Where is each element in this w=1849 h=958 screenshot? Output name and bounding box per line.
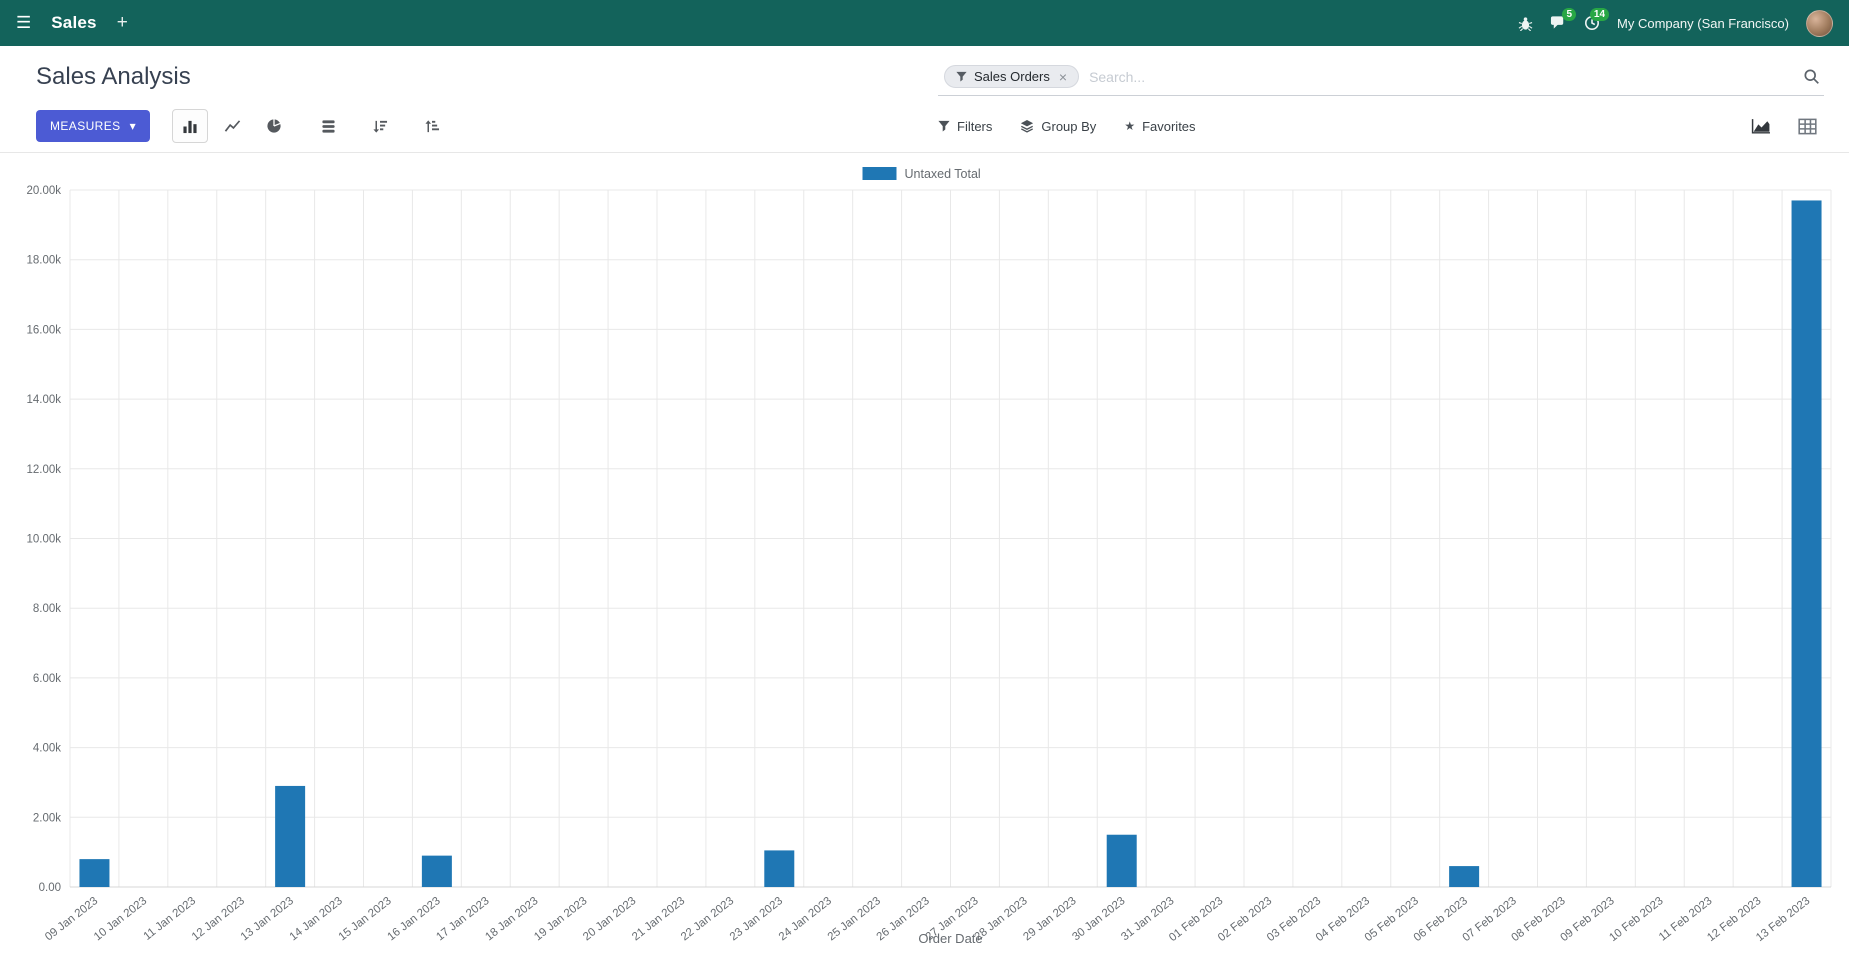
funnel-icon — [938, 120, 950, 133]
line-chart-icon — [224, 119, 240, 132]
x-tick-label: 09 Jan 2023 — [43, 895, 100, 943]
pivot-grid-icon — [1797, 118, 1817, 134]
pivot-view-button[interactable] — [1790, 111, 1824, 141]
messages-badge: 5 — [1562, 8, 1577, 21]
search-input[interactable] — [1089, 68, 1793, 85]
stacked-icon — [321, 119, 335, 133]
caret-down-icon: ▾ — [129, 119, 136, 133]
x-tick-label: 23 Jan 2023 — [728, 895, 785, 943]
x-tick-label: 22 Jan 2023 — [679, 895, 736, 943]
x-axis-title: Order Date — [918, 931, 982, 946]
hamburger-menu-icon[interactable]: ☰ — [16, 13, 32, 32]
y-tick-label: 6.00k — [33, 673, 61, 685]
x-tick-label: 13 Feb 2023 — [1754, 895, 1812, 944]
sales-analysis-chart: 0.00 2.00k 4.00k 6.00k 8.00k 10.00k 12.00k 14.0… — [26, 167, 1832, 946]
pie-chart-icon — [267, 118, 281, 133]
y-tick-label: 12.00k — [26, 464, 61, 476]
x-tick-label: 12 Jan 2023 — [190, 895, 247, 943]
bar-4[interactable] — [275, 785, 306, 887]
layers-icon — [1020, 119, 1034, 133]
star-icon: ★ — [1124, 119, 1136, 133]
x-tick-label: 21 Jan 2023 — [630, 895, 687, 943]
page-title: Sales Analysis — [36, 63, 191, 90]
legend-marker[interactable] — [862, 167, 897, 180]
activities-badge: 14 — [1589, 8, 1610, 21]
facet-label: Sales Orders — [974, 69, 1050, 84]
x-tick-label: 18 Jan 2023 — [483, 895, 540, 943]
chart-type-bar-button[interactable] — [172, 109, 208, 143]
graph-view-button[interactable] — [1744, 111, 1778, 141]
x-tick-label: 15 Jan 2023 — [337, 895, 394, 943]
groupby-label: Group By — [1041, 118, 1097, 134]
company-name[interactable]: My Company (San Francisco) — [1617, 15, 1789, 31]
favorites-label: Favorites — [1142, 118, 1196, 134]
chat-bubble-icon — [1550, 16, 1564, 29]
y-tick-label: 2.00k — [33, 812, 61, 824]
x-tick-label: 19 Jan 2023 — [532, 895, 589, 943]
app-title[interactable]: Sales — [51, 13, 97, 32]
x-tick-label: 10 Jan 2023 — [92, 895, 149, 943]
filters-button[interactable]: Filters — [938, 119, 992, 134]
sort-ascending-button[interactable] — [414, 109, 450, 143]
facet-remove-icon[interactable]: × — [1058, 68, 1068, 85]
x-tick-label: 20 Jan 2023 — [581, 895, 638, 943]
filters-label: Filters — [957, 118, 993, 134]
bar-21[interactable] — [1106, 834, 1137, 887]
search-bar[interactable]: Sales Orders × — [938, 62, 1824, 96]
measures-button[interactable]: MEASURES ▾ — [36, 110, 150, 142]
x-tick-label: 30 Jan 2023 — [1070, 895, 1127, 943]
chart-area: 0.00 2.00k 4.00k 6.00k 8.00k 10.00k 12.00k 14.0… — [0, 153, 1849, 958]
groupby-button[interactable]: Group By — [1020, 119, 1096, 134]
favorites-button[interactable]: ★ Favorites — [1124, 119, 1195, 134]
y-tick-label: 18.00k — [26, 255, 61, 267]
chart-type-pie-button[interactable] — [256, 109, 292, 143]
y-tick-label: 14.00k — [26, 394, 61, 406]
filter-facet-icon — [956, 71, 967, 82]
x-tick-label: 29 Jan 2023 — [1021, 895, 1078, 943]
debug-icon[interactable] — [1518, 16, 1533, 31]
stacked-toggle-button[interactable] — [310, 109, 346, 143]
x-tick-label: 13 Jan 2023 — [239, 895, 296, 943]
x-tick-label: 17 Jan 2023 — [434, 895, 491, 943]
area-chart-icon — [1751, 118, 1770, 134]
view-switcher — [1744, 111, 1824, 141]
y-tick-label: 8.00k — [33, 603, 61, 615]
chart-type-line-button[interactable] — [214, 109, 250, 143]
sort-descending-button[interactable] — [362, 109, 398, 143]
bar-14[interactable] — [764, 850, 795, 887]
x-tick-label: 14 Jan 2023 — [288, 895, 345, 943]
control-panel: Sales Analysis Sales Orders × MEASURES ▾ — [0, 46, 1849, 153]
search-icon[interactable] — [1803, 68, 1820, 85]
bar-chart-icon — [183, 120, 197, 133]
x-tick-label: 24 Jan 2023 — [777, 895, 834, 943]
bar-0[interactable] — [79, 859, 110, 887]
search-facet[interactable]: Sales Orders × — [944, 65, 1080, 88]
x-tick-label: 10 Feb 2023 — [1607, 895, 1665, 944]
y-tick-label: 20.00k — [26, 185, 61, 197]
activities-icon[interactable]: 14 — [1584, 8, 1610, 31]
avatar[interactable] — [1806, 9, 1833, 37]
x-tick-label: 16 Jan 2023 — [385, 895, 442, 943]
sort-descending-icon — [373, 120, 388, 133]
bar-7[interactable] — [421, 855, 452, 887]
sort-ascending-icon — [425, 119, 440, 132]
x-tick-label: 11 Jan 2023 — [142, 895, 199, 943]
plus-icon[interactable]: + — [116, 12, 128, 33]
y-tick-label: 10.00k — [26, 534, 61, 546]
y-tick-label: 4.00k — [33, 743, 61, 755]
bar-35[interactable] — [1791, 200, 1822, 887]
messages-icon[interactable]: 5 — [1550, 8, 1577, 31]
x-tick-label: 25 Jan 2023 — [826, 895, 883, 943]
y-tick-label: 0.00 — [39, 882, 61, 894]
magnifier-icon — [1804, 69, 1819, 84]
bar-28[interactable] — [1449, 866, 1480, 887]
measures-label: MEASURES — [50, 119, 121, 133]
legend-label[interactable]: Untaxed Total — [905, 167, 981, 181]
y-tick-label: 16.00k — [26, 324, 61, 336]
navbar: ☰ Sales + 5 14 My Company (San Fran — [0, 0, 1849, 46]
bug-icon — [1518, 16, 1533, 31]
